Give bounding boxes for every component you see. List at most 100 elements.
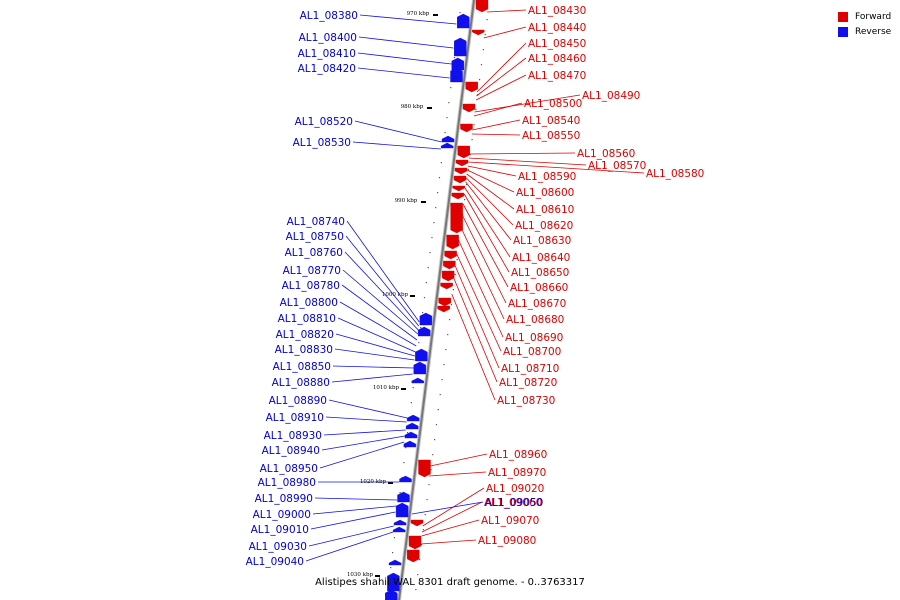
gene-label: AL1_08500 [524, 98, 582, 110]
legend: Forward Reverse [838, 9, 891, 39]
scale-dot [480, 64, 483, 66]
scale-dot [423, 297, 426, 299]
scale-dot [458, 244, 460, 246]
gene-label: AL1_08930 [264, 430, 322, 442]
scale-dot [428, 484, 430, 486]
reverse-gene-block [405, 422, 419, 430]
leader-line [465, 181, 512, 241]
gene-label: AL1_08820 [276, 329, 334, 341]
tick-mark [433, 14, 438, 16]
leader-line [328, 399, 408, 419]
gene-features [385, 0, 489, 600]
leader-line [325, 416, 407, 423]
forward-gene-block [418, 459, 431, 478]
leader-line [314, 497, 398, 501]
tick-label: 1030 kbp [347, 572, 374, 578]
forward-gene-block [475, 0, 489, 13]
scale-dot [410, 402, 412, 404]
reverse-gene-block [395, 502, 409, 518]
scale-dot [437, 192, 439, 194]
scale-dot [444, 132, 446, 134]
gene-label: AL1_08620 [515, 220, 573, 232]
scale-dot [467, 169, 469, 171]
leader-line [334, 348, 415, 361]
reverse-gene-block [457, 13, 470, 29]
scale-dot [479, 79, 481, 81]
leader-line [358, 36, 454, 49]
gene-label: AL1_08720 [499, 377, 557, 389]
forward-gene-block [462, 103, 476, 113]
forward-gene-block [457, 145, 470, 159]
reverse-gene-block [454, 37, 467, 57]
leader-line [337, 317, 416, 353]
reverse-gene-block [399, 475, 412, 483]
scale-dot [437, 409, 439, 411]
gene-label: AL1_08420 [298, 63, 356, 75]
leader-line [359, 14, 457, 25]
gene-label: AL1_08580 [646, 168, 704, 180]
reverse-gene-block [413, 361, 426, 375]
leader-line [467, 169, 515, 193]
gene-label: AL1_08680 [506, 314, 564, 326]
scale-dot [435, 424, 438, 426]
scale-dot [486, 19, 488, 21]
scale-dot [429, 252, 431, 254]
leader-line [331, 373, 413, 383]
gene-label: AL1_08880 [272, 377, 330, 389]
leader-line [357, 67, 450, 79]
scale-dot [425, 282, 427, 284]
gene-label: AL1_08700 [503, 346, 561, 358]
gene-label: AL1_08540 [522, 115, 580, 127]
reverse-gene-block [417, 326, 431, 337]
leader-line [467, 165, 517, 177]
gene-label: AL1_08770 [283, 265, 341, 277]
gene-label: AL1_08850 [273, 361, 331, 373]
legend-label-forward: Forward [855, 11, 892, 22]
leader-line [308, 525, 394, 547]
gene-label: AL1_08460 [528, 53, 586, 65]
leader-line [420, 539, 477, 545]
scale-dot [392, 552, 394, 554]
tick-label: 1000 kbp [382, 292, 409, 298]
reverse-gene-block [403, 440, 417, 448]
leader-line [319, 441, 405, 469]
leader-line [332, 365, 414, 369]
forward-gene-block [440, 282, 453, 290]
leader-line [421, 519, 480, 537]
gene-label: AL1_09080 [478, 535, 536, 547]
scale-dot [482, 49, 484, 51]
legend-item-reverse: Reverse [838, 24, 891, 39]
scale-dot [443, 364, 445, 366]
reverse-gene-block [411, 377, 424, 384]
scale-dot [438, 177, 441, 179]
scale-dot [459, 12, 461, 14]
gene-label: AL1_08780 [282, 280, 340, 292]
reverse-gene-block [388, 559, 402, 566]
scale-dot [407, 432, 409, 434]
forward-gene-block [441, 270, 455, 282]
scale-dot [432, 454, 434, 456]
leader-line [483, 26, 527, 39]
leader-line [421, 501, 483, 533]
reverse-gene-block [392, 526, 406, 533]
forward-gene-block [407, 549, 420, 563]
gene-label: AL1_08830 [275, 344, 333, 356]
gene-label: AL1_08530 [293, 137, 351, 149]
gene-label: AL1_08800 [280, 297, 338, 309]
forward-gene-block [410, 519, 424, 527]
scale-dot [464, 199, 466, 201]
gene-label: AL1_08660 [510, 282, 568, 294]
scale-dot [484, 34, 486, 36]
leader-line [451, 293, 496, 401]
forward-gene-block [465, 81, 478, 93]
gene-label: AL1_08600 [516, 187, 574, 199]
gene-label: AL1_08650 [511, 267, 569, 279]
backbone-line [398, 0, 475, 600]
scale-dot [434, 439, 436, 441]
scale-dot [403, 462, 405, 464]
scale-dot [417, 574, 419, 576]
legend-swatch-forward [838, 11, 848, 22]
scale-dot [447, 334, 449, 336]
leader-line [458, 239, 504, 338]
